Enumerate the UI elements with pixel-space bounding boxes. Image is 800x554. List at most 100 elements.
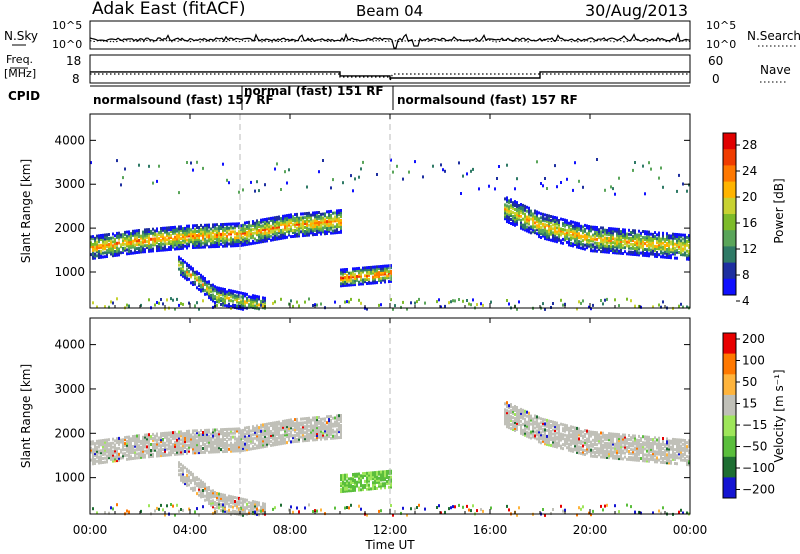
- velocity-cell: [182, 466, 184, 470]
- velocity-cell: [256, 507, 258, 511]
- power-cell: [374, 273, 376, 277]
- power-cell: [596, 241, 598, 245]
- power-cell: [320, 218, 322, 222]
- power-cell: [200, 239, 202, 243]
- power-cell: [256, 227, 258, 231]
- velocity-cell: [530, 436, 532, 440]
- velocity-cell: [188, 431, 190, 435]
- power-cell: [606, 228, 608, 232]
- power-cell: [240, 305, 242, 309]
- power-cell: [248, 299, 250, 303]
- power-cell: [604, 248, 606, 252]
- power-cell: [610, 243, 612, 246]
- velocity-cell: [94, 454, 96, 457]
- velocity-cell: [212, 448, 214, 452]
- velocity-cell: [276, 442, 278, 446]
- velocity-cell: [172, 431, 174, 435]
- power-cell: [512, 220, 514, 224]
- power-cell: [168, 228, 170, 232]
- velocity-cell: [110, 445, 112, 449]
- velocity-cell: [114, 445, 116, 449]
- power-cell: [96, 254, 98, 258]
- velocity-cell: [156, 434, 158, 438]
- velocity-cell: [316, 418, 318, 422]
- velocity-cell: [108, 438, 110, 442]
- power-cell: [638, 233, 640, 237]
- power-cell: [208, 286, 210, 290]
- velocity-cell: [538, 424, 540, 428]
- velocity-cell: [326, 431, 328, 435]
- velocity-cell: [286, 423, 288, 427]
- power-cell: [548, 214, 550, 218]
- velocity-cell: [516, 421, 518, 425]
- power-cell: [312, 227, 314, 231]
- velocity-cell: [112, 437, 114, 441]
- velocity-cell: [190, 433, 192, 437]
- velocity-cell: [284, 425, 286, 429]
- power-cell: [192, 230, 194, 234]
- velocity-cell: [96, 447, 98, 451]
- velocity-cell: [350, 481, 352, 485]
- power-cell: [664, 237, 666, 241]
- power-cell: [644, 238, 646, 242]
- power-cell: [526, 205, 528, 209]
- velocity-cell: [552, 436, 554, 440]
- power-cell: [572, 224, 574, 228]
- power-cell: [190, 240, 192, 244]
- power-cell: [514, 217, 516, 221]
- velocity-cell: [546, 438, 548, 442]
- power-cell: [230, 293, 232, 297]
- power-cell: [218, 237, 220, 240]
- power-cell: [94, 242, 96, 246]
- velocity-cell: [128, 455, 130, 459]
- power-cell: [396, 164, 398, 168]
- power-cell: [332, 178, 334, 182]
- power-cell: [108, 305, 110, 309]
- velocity-cell: [468, 508, 470, 512]
- power-cell: [636, 241, 638, 245]
- velocity-cell: [176, 440, 178, 444]
- velocity-cell: [196, 429, 198, 433]
- velocity-cell: [392, 513, 394, 517]
- velocity-cell: [128, 449, 130, 453]
- power-cell: [440, 163, 442, 167]
- velocity-cell: [538, 426, 540, 430]
- velocity-cell: [246, 502, 248, 506]
- power-cell: [110, 238, 112, 242]
- power-cell: [164, 226, 166, 230]
- velocity-cell: [252, 447, 254, 451]
- power-cell: [260, 232, 262, 236]
- power-cell: [658, 247, 660, 251]
- power-cell: [244, 300, 246, 304]
- power-cell: [208, 294, 210, 298]
- power-cell: [310, 219, 312, 223]
- velocity-cell: [204, 434, 206, 438]
- velocity-cell: [128, 453, 130, 457]
- power-cell: [344, 278, 346, 281]
- power-cell: [604, 298, 606, 302]
- velocity-cell: [386, 482, 388, 485]
- power-cell: [190, 281, 192, 285]
- velocity-cell: [236, 510, 238, 514]
- velocity-cell: [322, 433, 324, 437]
- power-cell: [622, 246, 624, 250]
- power-cell: [146, 236, 148, 240]
- power-cell: [260, 230, 262, 234]
- power-cell: [526, 221, 528, 225]
- power-cell: [576, 221, 578, 225]
- power-cell: [270, 238, 272, 242]
- power-cell: [168, 248, 170, 251]
- velocity-cell: [184, 480, 186, 484]
- velocity-cell: [344, 506, 346, 510]
- power-cell: [224, 232, 226, 236]
- velocity-cell: [542, 437, 544, 441]
- velocity-cell: [254, 500, 256, 504]
- power-cell: [230, 222, 232, 226]
- velocity-cell: [384, 486, 386, 490]
- velocity-cell: [256, 438, 258, 442]
- velocity-cell: [216, 448, 218, 452]
- power-cell: [162, 232, 164, 236]
- power-cell: [602, 250, 604, 254]
- velocity-cell: [322, 431, 324, 435]
